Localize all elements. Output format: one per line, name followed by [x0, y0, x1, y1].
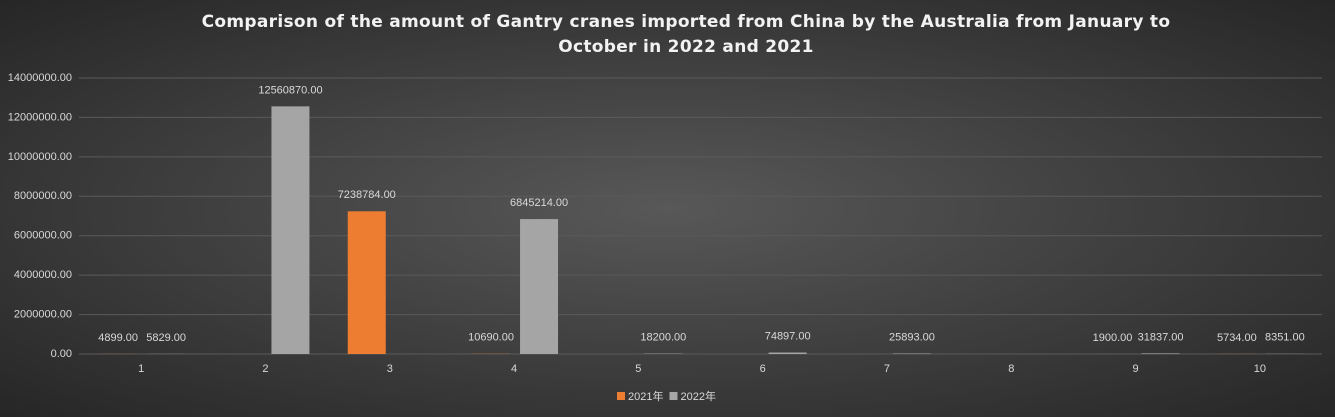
x-tick-label: 1 — [138, 363, 144, 375]
value-label: 1900.00 — [1093, 332, 1133, 344]
value-label: 12560870.00 — [258, 84, 322, 96]
value-label: 8351.00 — [1265, 332, 1305, 344]
bar — [1141, 353, 1180, 354]
legend-swatch — [669, 392, 678, 400]
value-label: 10690.00 — [468, 332, 514, 344]
x-tick-label: 9 — [1132, 363, 1138, 375]
value-label: 25893.00 — [889, 331, 935, 343]
value-label: 18200.00 — [640, 332, 686, 344]
value-label: 6845214.00 — [510, 197, 568, 209]
y-tick-label: 4000000.00 — [14, 269, 72, 281]
value-label: 74897.00 — [765, 330, 811, 342]
x-tick-label: 2 — [262, 363, 268, 375]
legend-label: 2021年 — [628, 389, 663, 403]
value-label: 31837.00 — [1138, 331, 1184, 343]
y-tick-label: 10000000.00 — [8, 151, 72, 163]
value-label: 5829.00 — [146, 332, 186, 344]
bar — [271, 106, 310, 354]
x-tick-label: 5 — [635, 363, 641, 375]
x-tick-label: 7 — [884, 363, 890, 375]
value-label: 7238784.00 — [338, 189, 396, 201]
bar — [347, 211, 386, 354]
x-tick-label: 8 — [1008, 363, 1014, 375]
x-tick-label: 3 — [387, 363, 393, 375]
legend-label: 2022年 — [680, 389, 715, 403]
x-tick-label: 4 — [511, 363, 517, 375]
x-tick-label: 10 — [1254, 363, 1266, 375]
y-tick-label: 8000000.00 — [14, 190, 72, 202]
bar — [892, 353, 931, 354]
y-tick-label: 0.00 — [51, 348, 72, 360]
x-tick-label: 6 — [760, 363, 766, 375]
y-tick-label: 12000000.00 — [8, 111, 72, 123]
legend-swatch — [617, 392, 625, 400]
chart-title: Comparison of the amount of Gantry crane… — [201, 12, 1171, 57]
bar — [520, 219, 559, 354]
bar — [768, 352, 807, 354]
y-tick-label: 2000000.00 — [14, 308, 72, 320]
y-tick-label: 14000000.00 — [8, 72, 72, 84]
value-label: 4899.00 — [98, 332, 138, 344]
value-label: 5734.00 — [1217, 332, 1257, 344]
y-tick-label: 6000000.00 — [14, 230, 72, 242]
